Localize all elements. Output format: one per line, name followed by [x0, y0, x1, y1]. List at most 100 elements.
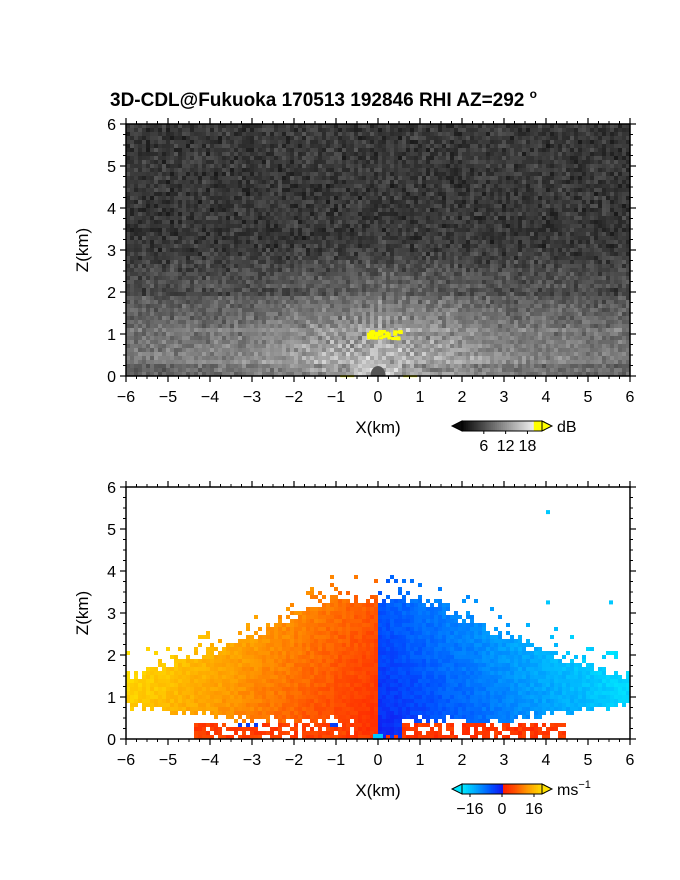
intensity-cell	[286, 236, 290, 240]
intensity-cell	[302, 208, 306, 212]
intensity-cell	[606, 264, 610, 268]
intensity-cell	[126, 180, 130, 184]
intensity-cell	[218, 156, 222, 160]
intensity-cell	[346, 136, 350, 140]
intensity-cell	[398, 232, 402, 236]
intensity-cell	[450, 240, 454, 244]
intensity-cell	[610, 172, 614, 176]
intensity-cell	[382, 168, 386, 172]
intensity-cell	[422, 184, 426, 188]
intensity-cell	[382, 200, 386, 204]
intensity-cell	[382, 268, 386, 272]
intensity-cell	[234, 264, 238, 268]
intensity-cell	[550, 200, 554, 204]
intensity-cell	[558, 172, 562, 176]
intensity-cell	[182, 128, 186, 132]
intensity-cell	[474, 156, 478, 160]
intensity-cell	[626, 184, 630, 188]
intensity-cell	[326, 172, 330, 176]
intensity-cell	[258, 148, 262, 152]
intensity-cell	[366, 148, 370, 152]
intensity-cell	[486, 256, 490, 260]
intensity-cell	[430, 196, 434, 200]
intensity-cell	[470, 252, 474, 256]
intensity-cell	[390, 204, 394, 208]
intensity-cell	[298, 224, 302, 228]
intensity-cell	[350, 276, 354, 280]
intensity-cell	[314, 252, 318, 256]
intensity-cell	[430, 136, 434, 140]
intensity-cell	[146, 244, 150, 248]
intensity-cell	[454, 144, 458, 148]
intensity-cell	[442, 228, 446, 232]
intensity-cell	[462, 188, 466, 192]
intensity-cell	[466, 192, 470, 196]
intensity-cell	[206, 196, 210, 200]
intensity-cell	[546, 224, 550, 228]
intensity-cell	[578, 180, 582, 184]
intensity-cell	[210, 232, 214, 236]
intensity-cell	[434, 212, 438, 216]
intensity-cell	[618, 140, 622, 144]
intensity-cell	[330, 136, 334, 140]
intensity-cell	[486, 152, 490, 156]
intensity-cell	[254, 188, 258, 192]
intensity-cell	[130, 256, 134, 260]
intensity-cell	[138, 148, 142, 152]
intensity-cell	[270, 136, 274, 140]
intensity-cell	[178, 144, 182, 148]
intensity-cell	[390, 260, 394, 264]
intensity-cell	[266, 272, 270, 276]
intensity-cell	[390, 148, 394, 152]
intensity-cell	[170, 236, 174, 240]
intensity-cell	[370, 128, 374, 132]
intensity-cell	[190, 280, 194, 284]
intensity-cell	[286, 280, 290, 284]
intensity-cell	[390, 212, 394, 216]
intensity-cell	[426, 136, 430, 140]
intensity-cell	[174, 260, 178, 264]
intensity-cell	[306, 240, 310, 244]
intensity-cell	[538, 148, 542, 152]
intensity-cell	[258, 216, 262, 220]
intensity-cell	[446, 196, 450, 200]
intensity-cell	[410, 200, 414, 204]
intensity-cell	[582, 164, 586, 168]
intensity-cell	[182, 260, 186, 264]
intensity-cell	[198, 124, 202, 128]
intensity-cell	[498, 144, 502, 148]
intensity-cell	[154, 264, 158, 268]
intensity-cell	[522, 212, 526, 216]
intensity-cell	[542, 264, 546, 268]
intensity-cell	[326, 156, 330, 160]
intensity-cell	[410, 132, 414, 136]
intensity-cell	[278, 260, 282, 264]
intensity-cell	[434, 160, 438, 164]
intensity-cell	[622, 232, 626, 236]
intensity-cell	[294, 124, 298, 128]
intensity-cell	[250, 204, 254, 208]
intensity-cell	[310, 128, 314, 132]
intensity-cell	[170, 272, 174, 276]
intensity-cell	[298, 196, 302, 200]
intensity-cell	[442, 160, 446, 164]
intensity-cell	[138, 220, 142, 224]
intensity-cell	[174, 144, 178, 148]
intensity-cell	[594, 240, 598, 244]
intensity-cell	[238, 236, 242, 240]
intensity-cell	[562, 184, 566, 188]
intensity-cell	[162, 280, 166, 284]
intensity-cell	[130, 144, 134, 148]
intensity-cell	[426, 144, 430, 148]
intensity-cell	[586, 136, 590, 140]
intensity-cell	[142, 204, 146, 208]
intensity-cell	[198, 144, 202, 148]
intensity-cell	[314, 280, 318, 284]
intensity-cell	[174, 200, 178, 204]
intensity-cell	[190, 184, 194, 188]
intensity-cell	[390, 280, 394, 284]
intensity-cell	[242, 216, 246, 220]
intensity-cell	[326, 264, 330, 268]
intensity-cell	[346, 184, 350, 188]
intensity-cell	[314, 128, 318, 132]
